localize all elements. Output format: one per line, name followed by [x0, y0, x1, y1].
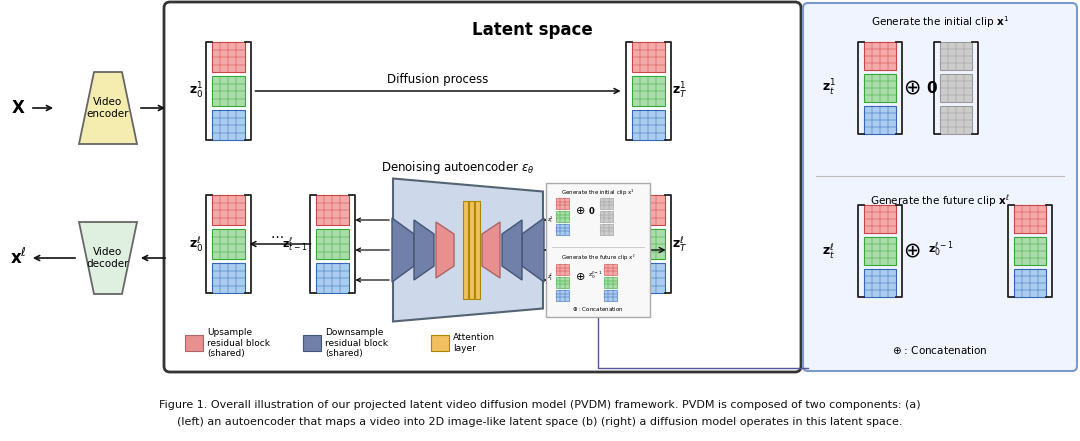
Bar	[556, 224, 569, 235]
Text: $\mathbf{z}_T^\ell$: $\mathbf{z}_T^\ell$	[673, 234, 688, 254]
Bar	[604, 277, 617, 288]
Bar	[604, 290, 617, 301]
Text: $\mathbf{z}_0^1$: $\mathbf{z}_0^1$	[189, 81, 203, 101]
Text: ...: ...	[271, 227, 288, 241]
Text: $\mathbf{z}_t^1$: $\mathbf{z}_t^1$	[822, 78, 836, 98]
Text: $\mathbf{z}_0^\ell$: $\mathbf{z}_0^\ell$	[189, 234, 203, 254]
Polygon shape	[436, 222, 454, 278]
Text: Attention
layer: Attention layer	[453, 333, 495, 353]
Bar	[315, 263, 349, 293]
Bar	[556, 290, 569, 301]
Bar	[212, 263, 244, 293]
Text: $\mathbf{0}$: $\mathbf{0}$	[926, 80, 937, 96]
Bar	[864, 205, 896, 233]
Bar	[632, 110, 664, 140]
Text: $\oplus$: $\oplus$	[903, 241, 921, 261]
Text: Denoising autoencoder $\epsilon_\theta$: Denoising autoencoder $\epsilon_\theta$	[381, 158, 535, 176]
Text: $\mathbf{0}$: $\mathbf{0}$	[589, 206, 596, 217]
Bar	[315, 229, 349, 259]
Bar	[556, 211, 569, 222]
Text: Generate the future clip $\mathbf{x}^\ell$: Generate the future clip $\mathbf{x}^\el…	[870, 193, 1010, 209]
Bar	[315, 195, 349, 225]
Text: $\oplus$: $\oplus$	[575, 206, 585, 217]
Text: $\mathbf{X}$: $\mathbf{X}$	[11, 99, 25, 117]
Bar	[556, 277, 569, 288]
Polygon shape	[392, 218, 414, 282]
Bar	[1014, 205, 1047, 233]
Polygon shape	[79, 72, 137, 144]
Bar	[632, 76, 664, 106]
Polygon shape	[414, 220, 434, 280]
Bar	[212, 42, 244, 72]
Bar	[463, 201, 468, 299]
Text: $\mathbf{z}_t^\ell$: $\mathbf{z}_t^\ell$	[822, 241, 835, 261]
Text: Generate the future clip $\mathrm{x}^\ell$: Generate the future clip $\mathrm{x}^\el…	[561, 253, 635, 263]
Text: $\oplus$ : Concatenation: $\oplus$ : Concatenation	[892, 344, 988, 356]
Text: Generate the initial clip $\mathbf{x}^1$: Generate the initial clip $\mathbf{x}^1$	[870, 14, 1009, 30]
Bar	[212, 195, 244, 225]
Bar	[600, 198, 613, 209]
Text: Upsample
residual block
(shared): Upsample residual block (shared)	[207, 328, 270, 358]
Polygon shape	[522, 218, 544, 282]
Text: $\mathbf{z}_T^1$: $\mathbf{z}_T^1$	[673, 81, 688, 101]
Bar	[556, 198, 569, 209]
Bar	[1014, 237, 1047, 265]
Bar	[632, 195, 664, 225]
Bar	[469, 201, 474, 299]
Text: Downsample
residual block
(shared): Downsample residual block (shared)	[325, 328, 388, 358]
Text: ... $\mathbf{z}_T^\ell$: ... $\mathbf{z}_T^\ell$	[594, 229, 622, 247]
Text: Video
decoder: Video decoder	[86, 247, 130, 269]
Bar	[940, 74, 972, 102]
Bar	[185, 335, 203, 351]
Bar	[940, 106, 972, 134]
FancyBboxPatch shape	[164, 2, 801, 372]
Text: Figure 1. Overall illustration of our projected latent video diffusion model (PV: Figure 1. Overall illustration of our pr…	[159, 400, 921, 410]
Polygon shape	[79, 222, 137, 294]
Text: $\oplus$ : Concatenation: $\oplus$ : Concatenation	[572, 305, 624, 313]
Text: Video
encoder: Video encoder	[86, 97, 130, 119]
Bar	[212, 110, 244, 140]
Polygon shape	[393, 179, 543, 321]
Bar	[600, 224, 613, 235]
Bar	[604, 264, 617, 275]
Text: $\mathrm{z}_0^{\ell-1}$: $\mathrm{z}_0^{\ell-1}$	[588, 269, 603, 280]
Bar	[303, 335, 321, 351]
Text: $\mathrm{z}_t^1$: $\mathrm{z}_t^1$	[546, 215, 554, 225]
Text: (left) an autoencoder that maps a video into 2D image-like latent space (b) (rig: (left) an autoencoder that maps a video …	[177, 417, 903, 427]
Bar	[475, 201, 480, 299]
FancyBboxPatch shape	[546, 183, 650, 317]
Text: $\oplus$: $\oplus$	[575, 272, 585, 283]
Text: $\mathbf{z}_{t-1}^\ell$: $\mathbf{z}_{t-1}^\ell$	[282, 235, 308, 253]
Polygon shape	[482, 222, 500, 278]
Text: Latent space: Latent space	[472, 21, 593, 39]
Bar	[864, 42, 896, 70]
Bar	[632, 263, 664, 293]
Text: $\mathbf{z}_0^{\ell-1}$: $\mathbf{z}_0^{\ell-1}$	[928, 239, 954, 259]
Bar	[431, 335, 449, 351]
Bar	[212, 76, 244, 106]
Text: $\mathrm{z}_t^\ell$: $\mathrm{z}_t^\ell$	[548, 272, 554, 283]
Polygon shape	[502, 220, 522, 280]
Bar	[864, 269, 896, 297]
Text: $\oplus$: $\oplus$	[903, 78, 921, 98]
Bar	[864, 237, 896, 265]
Bar	[940, 42, 972, 70]
Bar	[864, 106, 896, 134]
Bar	[632, 229, 664, 259]
Text: Diffusion process: Diffusion process	[388, 72, 488, 86]
Bar	[1014, 269, 1047, 297]
Text: Generate the initial clip $\mathrm{x}^1$: Generate the initial clip $\mathrm{x}^1$	[562, 188, 635, 198]
Text: $\mathbf{x}^\ell$: $\mathbf{x}^\ell$	[10, 248, 27, 268]
Bar	[212, 229, 244, 259]
Bar	[600, 211, 613, 222]
Bar	[864, 74, 896, 102]
Bar	[556, 264, 569, 275]
Bar	[632, 42, 664, 72]
FancyBboxPatch shape	[804, 3, 1077, 371]
